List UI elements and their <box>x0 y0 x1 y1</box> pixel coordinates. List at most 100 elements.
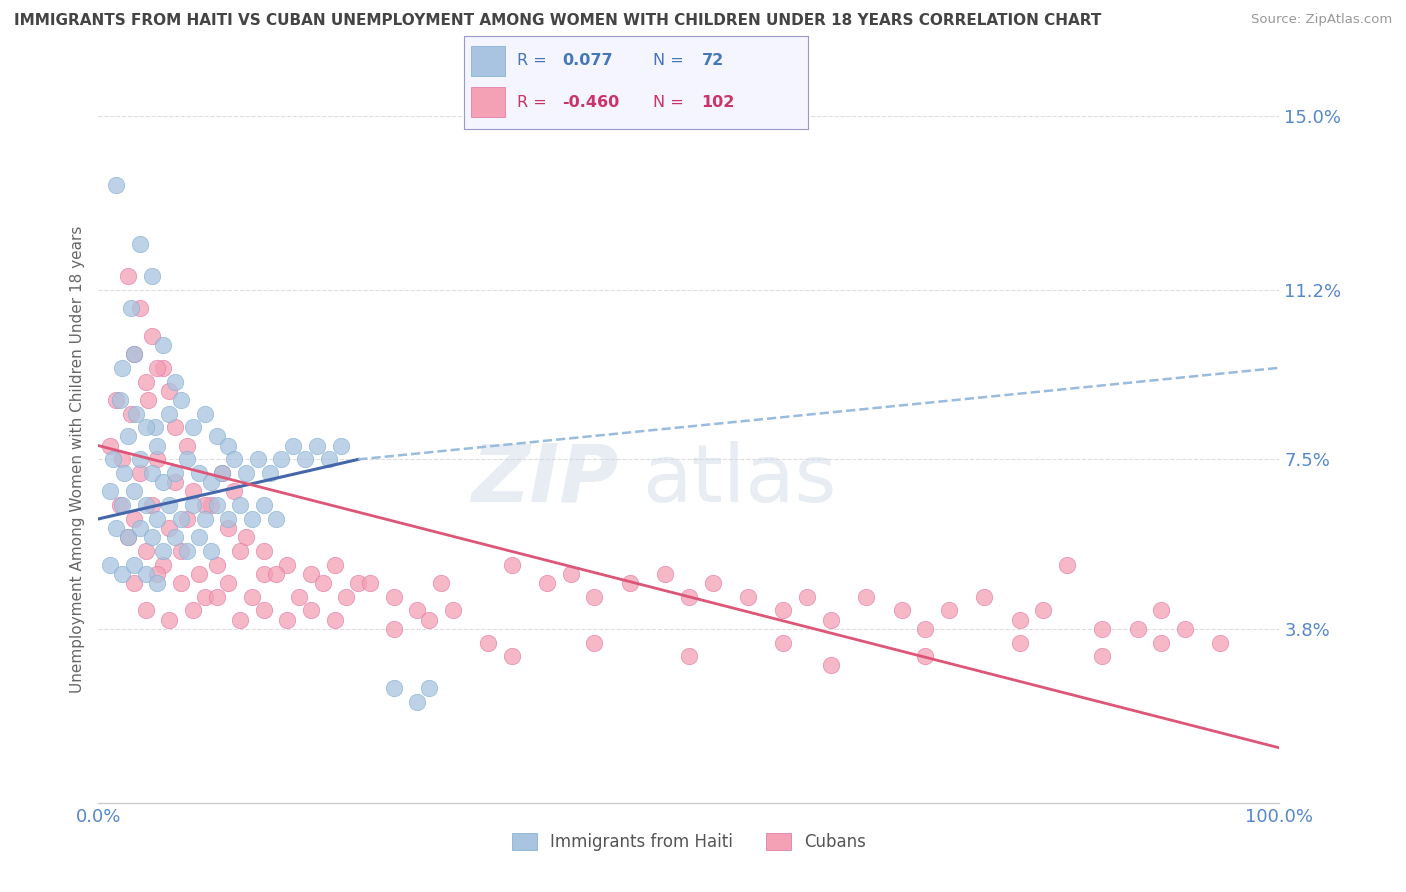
Point <box>122 576 145 591</box>
Point <box>157 498 180 512</box>
Y-axis label: Unemployment Among Women with Children Under 18 years: Unemployment Among Women with Children U… <box>69 226 84 693</box>
Point <box>152 558 174 572</box>
Point <box>105 521 128 535</box>
Point <box>194 407 217 421</box>
Text: R =: R = <box>517 54 547 69</box>
Point <box>382 590 405 604</box>
Point <box>229 498 252 512</box>
Point <box>111 566 134 581</box>
Point <box>796 590 818 604</box>
Point <box>619 576 641 591</box>
Point <box>121 301 143 316</box>
Point <box>678 590 700 604</box>
Point <box>335 590 357 604</box>
Point <box>1150 603 1173 617</box>
Text: 102: 102 <box>702 95 735 110</box>
Point <box>1126 622 1149 636</box>
Point <box>855 590 877 604</box>
Point <box>1150 635 1173 649</box>
Point <box>117 429 139 443</box>
Point <box>1056 558 1078 572</box>
Text: ZIP: ZIP <box>471 441 619 519</box>
Point <box>157 613 180 627</box>
Point <box>122 347 145 361</box>
Point <box>973 590 995 604</box>
Point <box>152 338 174 352</box>
Point <box>136 392 159 407</box>
Point <box>477 635 499 649</box>
Point <box>430 576 453 591</box>
Point <box>105 392 128 407</box>
Point <box>200 498 222 512</box>
Point <box>146 439 169 453</box>
Point <box>128 521 150 535</box>
Legend: Immigrants from Haiti, Cubans: Immigrants from Haiti, Cubans <box>503 825 875 860</box>
Point <box>111 498 134 512</box>
Point <box>146 512 169 526</box>
Point <box>253 498 276 512</box>
Point <box>141 269 163 284</box>
Point <box>205 498 228 512</box>
Point <box>264 512 287 526</box>
Point <box>299 566 322 581</box>
Point <box>276 558 298 572</box>
Point <box>187 530 209 544</box>
Point <box>176 512 198 526</box>
Point <box>211 466 233 480</box>
Point <box>253 566 276 581</box>
Point <box>217 439 239 453</box>
Point <box>654 566 676 581</box>
Point <box>146 576 169 591</box>
Point <box>890 603 912 617</box>
Text: IMMIGRANTS FROM HAITI VS CUBAN UNEMPLOYMENT AMONG WOMEN WITH CHILDREN UNDER 18 Y: IMMIGRANTS FROM HAITI VS CUBAN UNEMPLOYM… <box>14 13 1101 29</box>
Point <box>165 530 187 544</box>
Point <box>152 475 174 490</box>
Point <box>128 237 150 252</box>
Point <box>112 466 135 480</box>
Point <box>264 566 287 581</box>
Point <box>117 530 139 544</box>
Point <box>737 590 759 604</box>
Point <box>170 544 193 558</box>
Point <box>146 360 169 375</box>
Point <box>176 544 198 558</box>
Point <box>135 544 157 558</box>
Point <box>135 420 157 434</box>
Point <box>217 576 239 591</box>
Text: N =: N = <box>654 54 685 69</box>
Point <box>157 407 180 421</box>
Point <box>1209 635 1232 649</box>
Point <box>165 420 187 434</box>
Point <box>259 466 281 480</box>
Point <box>128 466 150 480</box>
Point <box>170 576 193 591</box>
Text: Source: ZipAtlas.com: Source: ZipAtlas.com <box>1251 13 1392 27</box>
Point <box>122 484 145 499</box>
Point <box>1032 603 1054 617</box>
Point <box>914 622 936 636</box>
Point <box>441 603 464 617</box>
Point <box>146 452 169 467</box>
Point <box>205 429 228 443</box>
Point <box>1008 613 1031 627</box>
Point <box>181 498 204 512</box>
Point <box>235 530 257 544</box>
Point <box>135 375 157 389</box>
Point <box>135 498 157 512</box>
Point <box>121 407 143 421</box>
Point <box>820 658 842 673</box>
Point <box>560 566 582 581</box>
Point <box>143 420 166 434</box>
Point <box>122 512 145 526</box>
Point <box>122 558 145 572</box>
Point <box>117 269 139 284</box>
Point <box>165 375 187 389</box>
Point <box>240 590 263 604</box>
Point <box>187 566 209 581</box>
Point <box>305 439 328 453</box>
Point <box>181 420 204 434</box>
Bar <box>471 87 505 117</box>
Point <box>141 466 163 480</box>
Point <box>329 439 352 453</box>
Point <box>772 635 794 649</box>
